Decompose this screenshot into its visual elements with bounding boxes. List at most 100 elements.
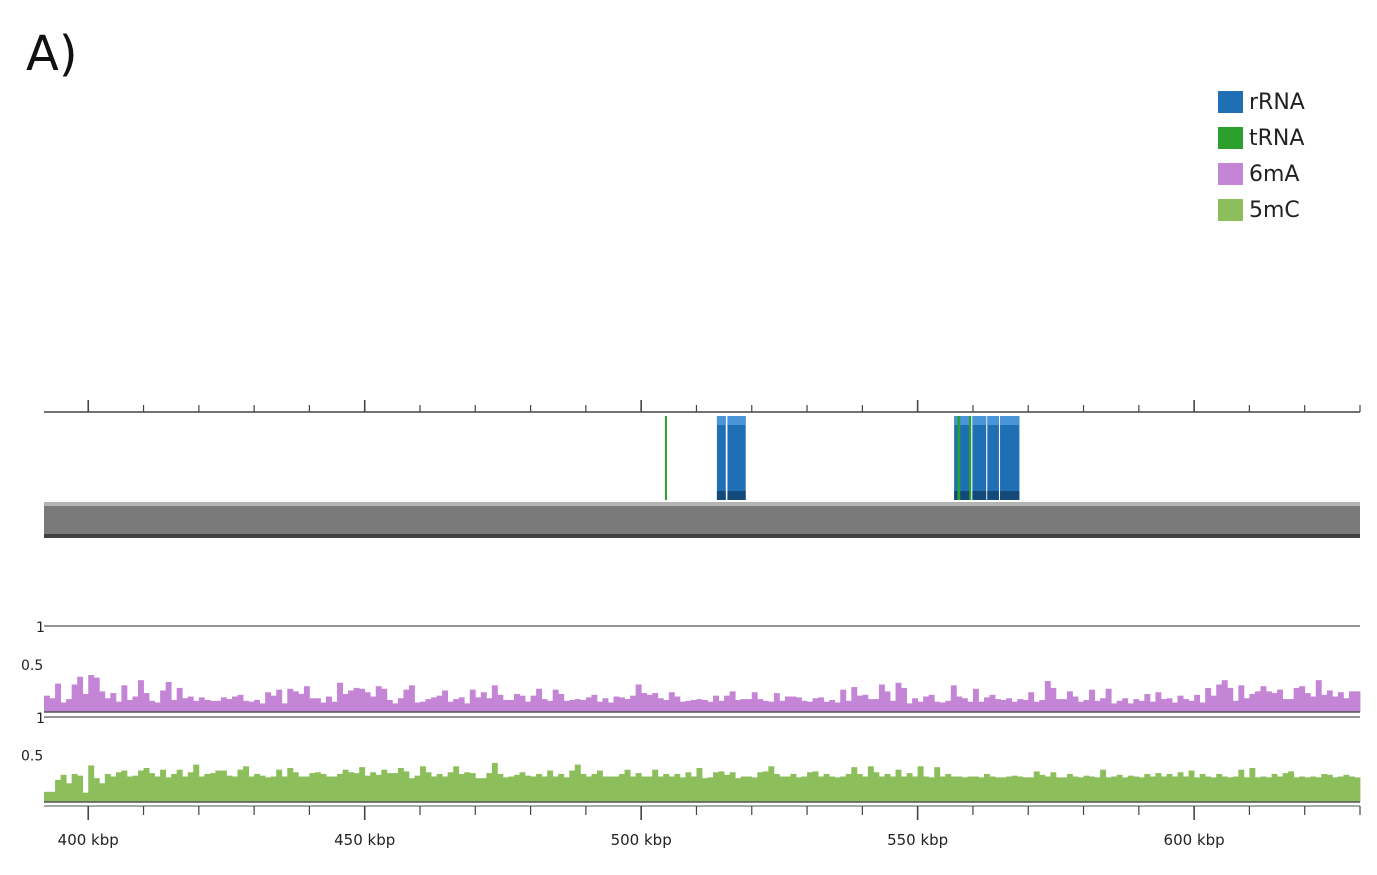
track-bar <box>392 773 399 802</box>
track-bar <box>641 693 648 712</box>
track-bar <box>1227 687 1234 712</box>
track-bar <box>331 701 338 712</box>
track-bar <box>834 777 841 802</box>
methylation-tracks: 10.510.5 <box>21 620 1361 803</box>
track-bar <box>259 703 266 712</box>
track-bar <box>796 697 802 712</box>
track-bar <box>110 776 117 802</box>
track-bar <box>281 776 288 802</box>
track-bar <box>198 776 205 802</box>
track-bar <box>375 774 382 802</box>
track-bar <box>243 700 249 712</box>
track-bar <box>160 769 167 802</box>
track-bar <box>397 698 404 712</box>
track-bar <box>44 791 50 802</box>
track-bar <box>215 770 222 802</box>
track-bar <box>1210 695 1217 712</box>
track-bar <box>668 692 675 712</box>
track-bar <box>204 699 211 712</box>
track-bar <box>348 772 355 802</box>
track-bar <box>469 689 476 712</box>
track-bar <box>928 777 935 802</box>
track-bar <box>1199 702 1206 712</box>
track-bar <box>1166 698 1173 712</box>
track-bar <box>939 702 946 712</box>
track-bar <box>890 776 896 802</box>
track-bar <box>292 772 299 802</box>
track-bar <box>685 700 692 712</box>
track-bar <box>320 773 327 802</box>
track-bar <box>480 692 487 712</box>
track-bar <box>917 701 924 712</box>
track-bar <box>392 703 399 712</box>
track-bar <box>491 762 498 802</box>
track-bar <box>121 770 128 802</box>
track-6ma: 10.5 <box>21 620 1361 713</box>
track-bar <box>110 693 117 712</box>
legend-item-rrna: rRNA <box>1218 84 1305 120</box>
genome-bar-body <box>44 502 1360 538</box>
track-bar <box>248 776 255 802</box>
track-bar <box>906 773 913 802</box>
track-bar <box>1232 700 1239 712</box>
track-bar <box>71 684 78 712</box>
track-bar <box>1083 775 1090 802</box>
track-bar <box>220 697 227 712</box>
track-bar <box>226 775 233 802</box>
track-bar <box>1266 777 1272 802</box>
track-bar <box>66 699 73 712</box>
track-bar <box>630 695 637 712</box>
track-bar <box>746 776 753 802</box>
track-bar <box>1310 776 1317 802</box>
track-bar <box>1078 777 1084 802</box>
track-bar <box>386 773 393 802</box>
track-bar <box>1122 777 1129 802</box>
bottom-axis: 400 kbp 450 kbp 500 kbp 550 kbp 600 kbp <box>44 805 1361 849</box>
track-bar <box>1050 687 1057 712</box>
track-bar <box>370 772 377 802</box>
track-bar <box>1039 699 1046 712</box>
track-bar <box>408 685 415 712</box>
track-bar <box>779 700 786 712</box>
track-bar <box>1293 687 1300 712</box>
track-bar <box>1321 773 1328 802</box>
track-bar <box>442 690 449 712</box>
rrna-feature-shadow <box>954 491 971 500</box>
track-bar <box>287 688 294 712</box>
track-bar <box>436 773 443 802</box>
genome-bar <box>44 502 1360 538</box>
track-bar <box>690 776 697 802</box>
track-bar <box>154 702 161 712</box>
track-bar <box>77 775 84 802</box>
top-ruler <box>44 400 1361 413</box>
x-tick-label: 400 kbp <box>58 831 119 849</box>
track-bar <box>602 698 609 712</box>
track-bar <box>967 776 974 802</box>
track-bar <box>193 764 200 802</box>
track-bar <box>1000 777 1007 802</box>
rrna-feature-highlight <box>972 416 987 425</box>
legend-swatch-5mc <box>1218 199 1243 221</box>
track-bar <box>624 699 631 712</box>
track-bar <box>486 698 493 712</box>
legend-label-6ma: 6mA <box>1249 161 1300 187</box>
track-bar <box>237 694 244 712</box>
track-bar <box>746 699 753 712</box>
legend-label-rrna: rRNA <box>1249 89 1305 115</box>
track-bar <box>303 686 310 712</box>
track-bar <box>779 776 786 802</box>
track-bar <box>1160 776 1167 802</box>
track-bar <box>547 700 554 712</box>
track-bar <box>657 776 664 802</box>
track-bar <box>420 701 426 712</box>
track-bar <box>569 699 576 712</box>
track-bar <box>1066 691 1073 712</box>
track-bar <box>475 778 482 802</box>
genome-bar-bottom-edge <box>44 534 1360 538</box>
track-bar <box>635 684 642 712</box>
track-bar <box>989 776 996 802</box>
track-bar <box>209 700 216 712</box>
track-bar <box>66 783 73 802</box>
track-bar <box>182 776 189 802</box>
y-tick-label-1: 1 <box>36 711 45 727</box>
